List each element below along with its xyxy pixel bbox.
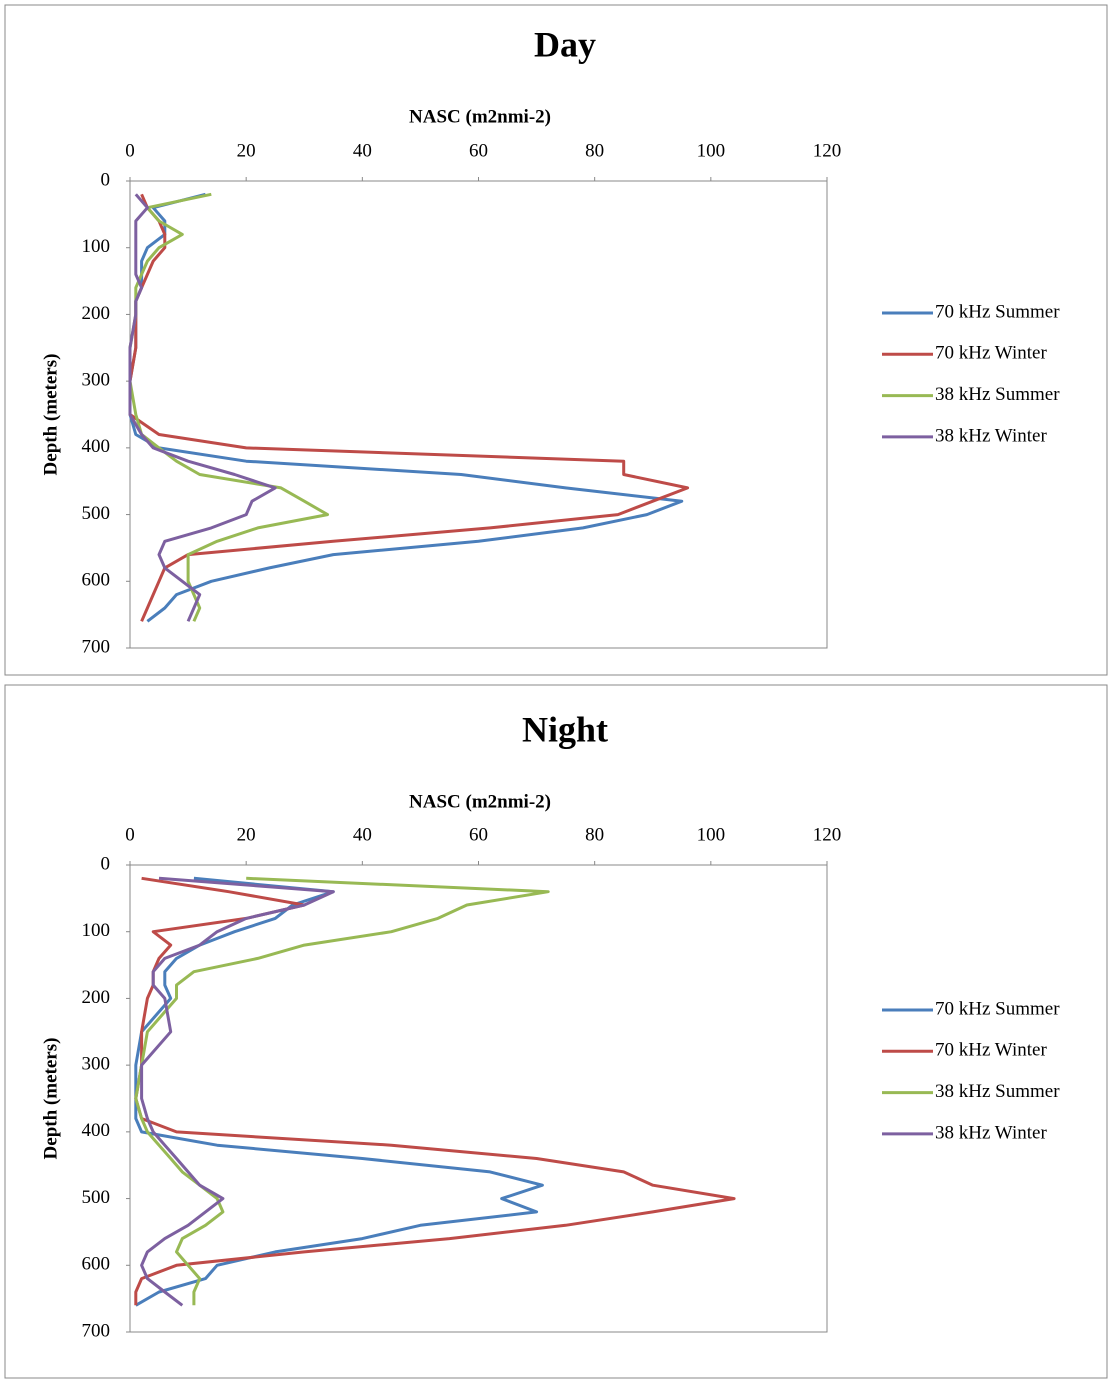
panel-frame	[4, 684, 1108, 1379]
x-axis-label: NASC (m2nmi-2)	[409, 791, 551, 812]
panel-frame	[4, 4, 1108, 676]
x-tick-label: 100	[697, 824, 726, 845]
y-tick-label: 500	[82, 1187, 111, 1208]
legend-label: 38 kHz Summer	[935, 1081, 1060, 1102]
series-line	[128, 193, 277, 622]
legend-label: 38 kHz Summer	[935, 384, 1060, 405]
x-axis-label: NASC (m2nmi-2)	[409, 106, 551, 127]
y-tick-label: 400	[82, 436, 111, 457]
y-tick-label: 0	[101, 169, 111, 190]
y-tick-label: 100	[82, 920, 111, 941]
x-tick-label: 0	[125, 824, 135, 845]
x-tick-label: 60	[469, 140, 488, 161]
series-line	[140, 876, 335, 1307]
y-tick-label: 300	[82, 370, 111, 391]
x-tick-label: 40	[353, 824, 372, 845]
series-line	[134, 876, 544, 1307]
series-line	[134, 876, 550, 1306]
y-tick-label: 100	[82, 236, 111, 257]
y-tick-label: 400	[82, 1120, 111, 1141]
y-tick-label: 200	[82, 303, 111, 324]
x-tick-label: 80	[585, 140, 604, 161]
legend-label: 70 kHz Winter	[935, 343, 1047, 364]
x-tick-label: 60	[469, 824, 488, 845]
chart-title: Day	[534, 24, 596, 64]
y-tick-label: 600	[82, 1254, 111, 1275]
x-tick-label: 20	[237, 824, 256, 845]
y-axis-label: Depth (meters)	[40, 1038, 61, 1160]
x-tick-label: 100	[697, 140, 726, 161]
y-axis-label: Depth (meters)	[40, 354, 61, 476]
y-tick-label: 700	[82, 636, 111, 657]
series-line	[128, 192, 684, 623]
y-tick-label: 500	[82, 503, 111, 524]
series-line	[128, 193, 690, 622]
legend-label: 38 kHz Winter	[935, 1122, 1047, 1143]
plot-area	[129, 180, 828, 649]
y-tick-label: 200	[82, 987, 111, 1008]
x-tick-label: 0	[125, 140, 135, 161]
x-tick-label: 20	[237, 140, 256, 161]
series-line	[128, 192, 329, 622]
x-tick-label: 120	[813, 140, 842, 161]
legend-label: 70 kHz Winter	[935, 1040, 1047, 1061]
y-tick-label: 700	[82, 1320, 111, 1341]
legend-label: 70 kHz Summer	[935, 998, 1060, 1019]
y-tick-label: 600	[82, 570, 111, 591]
y-tick-label: 300	[82, 1054, 111, 1075]
x-tick-label: 40	[353, 140, 372, 161]
x-tick-label: 120	[813, 824, 842, 845]
chart-title: Night	[522, 709, 608, 749]
y-tick-label: 0	[101, 853, 111, 874]
legend-label: 38 kHz Winter	[935, 425, 1047, 446]
series-line	[134, 876, 736, 1306]
legend-label: 70 kHz Summer	[935, 301, 1060, 322]
x-tick-label: 80	[585, 824, 604, 845]
